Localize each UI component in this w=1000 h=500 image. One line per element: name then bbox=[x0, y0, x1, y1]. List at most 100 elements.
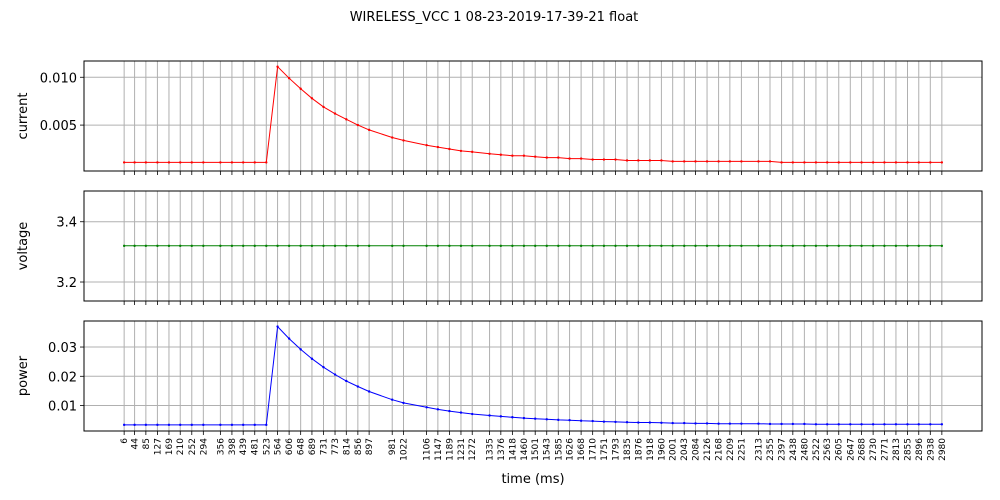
x-tick-label: 2855 bbox=[903, 438, 913, 461]
data-point bbox=[356, 385, 360, 388]
data-point bbox=[156, 423, 159, 427]
data-point bbox=[253, 423, 256, 427]
data-point bbox=[345, 379, 348, 383]
x-tick-label: 2043 bbox=[680, 438, 690, 461]
data-point bbox=[803, 422, 806, 426]
data-point bbox=[533, 417, 537, 420]
y-tick-label: 0.010 bbox=[40, 71, 77, 86]
data-point bbox=[511, 244, 514, 248]
y-axis-label: power bbox=[16, 355, 31, 396]
data-point bbox=[241, 161, 245, 164]
data-point bbox=[522, 244, 526, 248]
x-tick-label: 6 bbox=[120, 438, 130, 444]
subplot-current: 0.005 0.010 current bbox=[16, 60, 983, 175]
data-point bbox=[241, 423, 245, 427]
data-point bbox=[791, 422, 795, 426]
data-point bbox=[648, 244, 652, 248]
data-point bbox=[871, 244, 875, 248]
data-point bbox=[906, 423, 909, 426]
data-point bbox=[333, 244, 337, 248]
data-point bbox=[287, 337, 291, 340]
data-point bbox=[929, 244, 932, 248]
data-point bbox=[144, 161, 148, 164]
data-point bbox=[276, 244, 279, 248]
data-point bbox=[871, 423, 875, 426]
data-point bbox=[740, 422, 743, 425]
data-point bbox=[402, 401, 405, 405]
data-point bbox=[717, 422, 720, 425]
x-tick-label: 1876 bbox=[634, 438, 644, 461]
x-tick-label: 1585 bbox=[554, 438, 564, 461]
x-tick-label: 2251 bbox=[737, 438, 747, 461]
data-point bbox=[367, 128, 371, 132]
data-point bbox=[391, 398, 394, 401]
data-point bbox=[568, 157, 571, 160]
x-tick-label: 2480 bbox=[800, 438, 810, 461]
x-tick-label: 2647 bbox=[846, 438, 856, 461]
data-point bbox=[929, 161, 932, 164]
x-tick-label: 2938 bbox=[926, 438, 936, 461]
data-point bbox=[940, 244, 944, 248]
data-point bbox=[768, 422, 772, 426]
data-point bbox=[533, 244, 537, 248]
data-point bbox=[883, 244, 886, 248]
data-point bbox=[940, 423, 944, 426]
data-point bbox=[591, 158, 594, 161]
data-point bbox=[894, 244, 898, 248]
data-point bbox=[894, 423, 898, 426]
data-point bbox=[425, 244, 428, 248]
data-point bbox=[345, 244, 348, 248]
data-point bbox=[219, 423, 222, 427]
data-point bbox=[190, 161, 193, 164]
data-point bbox=[883, 161, 886, 164]
x-tick-label: 2126 bbox=[703, 438, 713, 461]
data-point bbox=[671, 421, 674, 425]
data-point bbox=[906, 161, 909, 164]
axes-frame bbox=[83, 60, 983, 172]
data-point bbox=[367, 390, 371, 393]
axes-frame bbox=[83, 190, 983, 302]
data-point bbox=[803, 161, 806, 164]
data-point bbox=[436, 145, 440, 149]
axes-frame bbox=[83, 320, 983, 432]
data-point bbox=[871, 161, 875, 164]
data-point bbox=[322, 244, 325, 248]
x-tick-label: 1668 bbox=[577, 438, 587, 461]
data-point bbox=[436, 408, 440, 411]
data-point bbox=[929, 423, 932, 426]
data-point bbox=[179, 161, 182, 164]
data-point bbox=[602, 420, 606, 423]
x-tick-label: 1501 bbox=[531, 438, 541, 461]
data-point bbox=[488, 414, 491, 417]
data-point bbox=[694, 244, 697, 248]
x-tick-label: 2355 bbox=[766, 438, 776, 461]
data-point bbox=[522, 416, 526, 420]
data-point bbox=[391, 136, 394, 139]
data-point bbox=[471, 150, 474, 154]
data-point bbox=[740, 244, 743, 248]
x-tick-label: 1793 bbox=[611, 438, 621, 461]
subplot-voltage: 3.2 3.4 voltage bbox=[16, 190, 983, 305]
data-point bbox=[757, 244, 760, 248]
x-tick-label: 169 bbox=[165, 438, 175, 455]
data-point bbox=[705, 244, 709, 248]
data-point bbox=[768, 160, 772, 163]
data-point bbox=[322, 105, 325, 109]
data-point bbox=[488, 152, 491, 155]
data-point bbox=[740, 160, 743, 163]
x-tick-label: 294 bbox=[199, 438, 209, 455]
data-point bbox=[425, 143, 428, 147]
data-point bbox=[826, 423, 829, 426]
x-tick-label: 439 bbox=[239, 438, 249, 455]
x-tick-label: 1376 bbox=[497, 438, 507, 461]
data-point bbox=[557, 156, 560, 159]
data-point bbox=[310, 244, 314, 248]
data-point bbox=[860, 423, 863, 426]
data-point bbox=[133, 244, 136, 248]
x-tick-label: 2168 bbox=[715, 438, 725, 461]
data-point bbox=[849, 161, 852, 164]
data-point bbox=[814, 244, 818, 248]
data-point bbox=[940, 161, 944, 164]
x-tick-label: 481 bbox=[251, 438, 261, 455]
